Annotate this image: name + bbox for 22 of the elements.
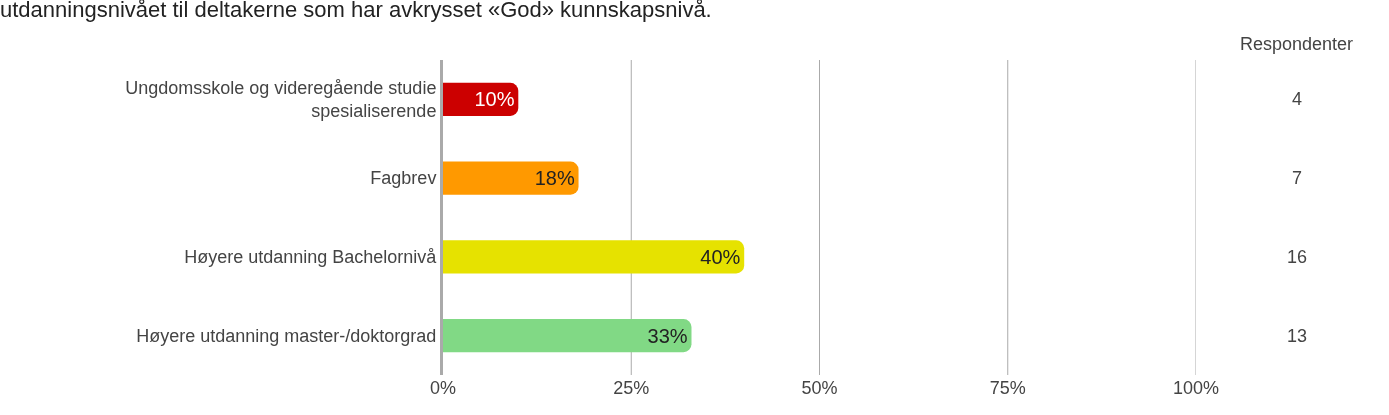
text: 7 [1292,168,1303,188]
x-tick-label: 100% [1172,378,1220,398]
data-label: 33% [647,324,688,347]
x-tick-label: 50% [801,378,838,398]
y-tick-label: Ungdomsskole og videregående studie spesialiserende [125,77,437,122]
text: 4 [1292,89,1303,109]
x-tick-label: 0% [429,378,457,398]
bar [443,319,692,353]
data-label: 10% [474,88,515,111]
text: 16 [1287,247,1308,267]
text: 13 [1287,326,1308,346]
text: Respondenter [1240,34,1354,54]
y-tick-label: Høyere utdanning Bachelornivå [184,247,438,268]
data-label: 18% [534,167,575,190]
bar [443,240,745,274]
x-tick-label: 75% [989,378,1026,398]
x-tick-label: 25% [613,378,650,398]
y-tick-label: Høyere utdanning master-/doktorgrad [136,325,437,346]
y-tick-label: Fagbrev [370,168,437,189]
data-label: 40% [700,245,741,268]
bar [443,161,579,195]
chart-title: utdanningsnivået til deltakerne som har avkrysset «God» kunnskapsnivå. [0,0,712,23]
